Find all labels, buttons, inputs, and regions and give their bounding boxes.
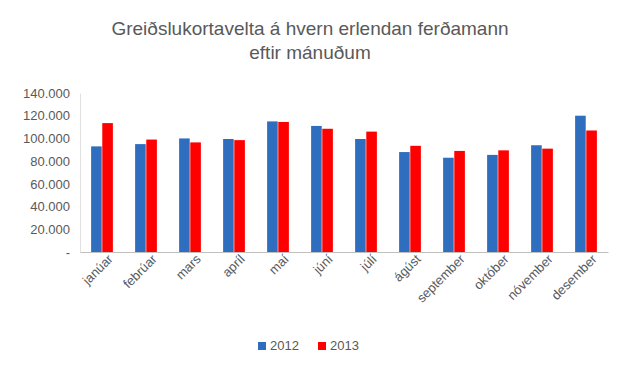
y-tick: - [66,245,80,260]
y-axis-line [80,94,81,253]
chart: Greiðslukortavelta á hvern erlendan ferð… [0,0,620,373]
x-tick: febrúar [120,251,160,291]
x-tick: mars [173,251,204,282]
bar [190,142,201,252]
x-tick: október [470,251,512,293]
y-tick-label: 80.000 [30,154,70,169]
x-tick-label: júlí [357,251,380,274]
x-tick-label: ágúst [391,251,424,284]
y-tick: 40.000 [30,199,80,214]
bar [399,152,410,252]
legend-label: 2013 [330,338,359,353]
x-tick-label: júní [310,251,336,277]
bar [267,121,278,252]
x-tick: september [414,251,469,306]
x-tick-label: mars [173,251,204,282]
bar [135,144,146,252]
bar-series [91,116,586,252]
y-tick-label: 40.000 [30,199,70,214]
bar [487,155,498,252]
legend-swatch [318,342,326,350]
bar [498,150,509,252]
y-tick: 120.000 [23,108,80,123]
x-tick: nóvember [504,251,556,303]
x-tick: ágúst [391,251,424,284]
x-tick-label: september [414,251,469,306]
bar [443,158,454,252]
y-tick: 100.000 [23,131,80,146]
y-tick: 60.000 [30,177,80,192]
bar [322,129,333,252]
y-axis: - 20.000 40.000 60.000 80.000 100.000 120.000 1… [23,86,81,260]
bar-series [102,122,597,252]
bar [91,146,102,252]
x-tick: júlí [357,251,380,274]
x-tick-label: janúar [79,251,116,288]
x-tick: apríl [219,251,248,280]
bar [234,140,245,252]
bar [179,138,190,252]
bar [102,123,113,252]
bar [575,116,586,252]
x-axis-line [81,252,609,253]
legend-item: 2012 [258,338,299,353]
x-tick-label: febrúar [120,251,160,291]
bar [454,151,465,252]
x-tick-label: október [470,251,512,293]
x-tick-label: nóvember [504,251,556,303]
chart-title: Greiðslukortavelta á hvern erlendan ferð… [111,18,508,63]
y-tick: 80.000 [30,154,80,169]
legend-label: 2012 [270,338,299,353]
y-tick-label: 60.000 [30,177,70,192]
bar [355,139,366,252]
x-tick-label: apríl [219,251,248,280]
y-tick-label: 100.000 [23,131,70,146]
y-tick: 20.000 [30,222,80,237]
x-axis: janúarfebrúar mars apríl maíjúní júlí ágústse… [79,251,609,306]
bar [311,126,322,252]
x-tick: janúar [79,251,116,288]
legend-item: 2013 [318,338,359,353]
bar [542,149,553,252]
y-tick-label: 120.000 [23,108,70,123]
title-line: Greiðslukortavelta á hvern erlendan ferð… [111,18,508,39]
x-tick-label: desember [548,251,600,303]
y-tick: 140.000 [23,86,80,101]
bar [586,130,597,252]
legend: 2012 2013 [258,338,359,353]
bar [223,139,234,252]
x-tick: desember [548,251,600,303]
bar [366,132,377,252]
x-tick: maí [266,251,292,277]
title-line: eftir mánuðum [249,42,370,63]
y-tick-label: 20.000 [30,222,70,237]
bars [91,116,597,252]
x-tick: júní [310,251,336,277]
legend-swatch [258,342,266,350]
y-tick-label: - [66,245,70,260]
bar [278,122,289,252]
y-tick-label: 140.000 [23,86,70,101]
bar [146,140,157,252]
x-tick-label: maí [266,251,292,277]
bar [410,146,421,252]
bar [531,145,542,252]
